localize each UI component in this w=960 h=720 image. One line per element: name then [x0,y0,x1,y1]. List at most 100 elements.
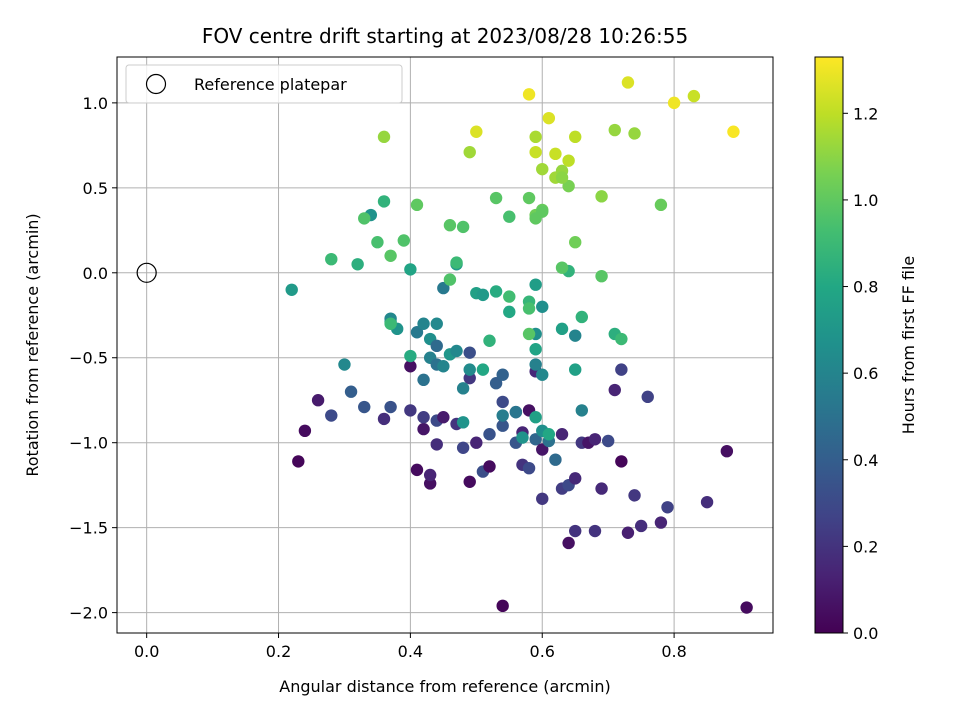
data-point [430,339,443,353]
data-point [555,428,569,441]
data-point [404,263,417,276]
legend-marker-icon [145,73,167,95]
data-point [450,344,463,358]
data-point [489,191,503,205]
x-tick-label: 0.4 [398,642,423,661]
data-point [463,346,476,359]
data-point [489,377,503,390]
colorbar: 0.0 0.2 0.4 0.6 0.8 1.0 1.2 Hours from first F… [814,56,918,643]
data-point [496,599,509,613]
data-point [555,261,569,274]
data-point [489,285,503,298]
data-point [456,382,470,395]
reference-platepar-marker [136,262,157,283]
data-point [437,411,450,424]
data-point [437,281,450,295]
data-point [727,125,740,138]
x-tick-label: 0.6 [530,642,555,661]
colorbar-gradient [814,56,844,634]
data-point [542,111,556,125]
data-point [700,495,714,509]
data-point [423,468,437,482]
data-point [344,385,358,398]
data-point [595,269,608,283]
data-point [397,234,410,247]
data-point [377,130,391,144]
data-point [569,524,582,538]
data-point [529,411,542,424]
x-tick-label: 0.2 [266,642,291,661]
data-point [410,198,424,212]
data-points [285,76,753,614]
data-point [529,433,542,446]
data-point [503,305,516,319]
data-point [667,96,681,110]
data-point [654,198,668,212]
colorbar-tick-label: 1.0 [853,191,878,210]
data-point [634,519,648,533]
data-point [410,463,424,477]
data-point [562,179,575,193]
colorbar-ticks: 0.0 0.2 0.4 0.6 0.8 1.0 1.2 [843,104,878,643]
data-point [575,404,589,417]
data-point [661,501,674,514]
data-point [483,428,496,441]
data-point [529,278,542,291]
data-point [569,472,582,485]
data-point [529,130,542,144]
data-point [456,220,470,234]
data-point [371,236,384,249]
data-point [522,191,536,205]
data-point [292,455,305,468]
data-point [470,436,483,449]
data-point [628,127,641,140]
data-point [285,283,298,296]
data-point [536,162,549,176]
data-point [404,360,417,373]
data-point [496,419,509,432]
legend-entry-reference: Reference platepar [194,75,347,94]
data-point [358,212,371,225]
data-point [358,400,371,414]
data-point [496,409,509,422]
data-point [542,428,556,441]
colorbar-tick-label: 0.8 [853,278,878,297]
data-point [384,317,397,330]
data-point [404,404,417,417]
data-point [569,130,582,144]
colorbar-tick-label: 0.6 [853,364,878,383]
data-point [615,363,628,376]
data-point [522,461,536,475]
data-point [483,460,496,473]
data-point [529,358,542,371]
data-point [463,371,476,385]
data-point [569,363,582,376]
y-tick-label: −1.5 [69,519,108,538]
data-point [628,489,641,502]
data-point [740,601,753,614]
data-point [443,273,457,286]
data-point [575,310,589,324]
y-tick-label: −0.5 [69,349,108,368]
x-tick-label: 0.8 [661,642,686,661]
data-point [456,416,470,429]
data-point [430,438,443,451]
data-point [456,441,470,454]
data-point [536,443,549,456]
data-point [641,390,654,404]
data-point [569,236,582,249]
data-point [615,455,628,468]
data-point [595,190,608,203]
legend-box [125,64,403,104]
data-point [384,249,397,262]
x-axis-label: Angular distance from reference (arcmin) [279,677,610,696]
data-point [509,405,523,419]
data-point [522,88,536,101]
y-axis-ticks: −2.0 −1.5 −1.0 −0.5 0.0 0.5 1.0 [69,94,117,623]
data-point [496,395,509,409]
colorbar-tick-label: 0.0 [853,624,878,643]
data-point [384,400,397,414]
data-point [417,317,430,330]
data-point [496,368,509,381]
